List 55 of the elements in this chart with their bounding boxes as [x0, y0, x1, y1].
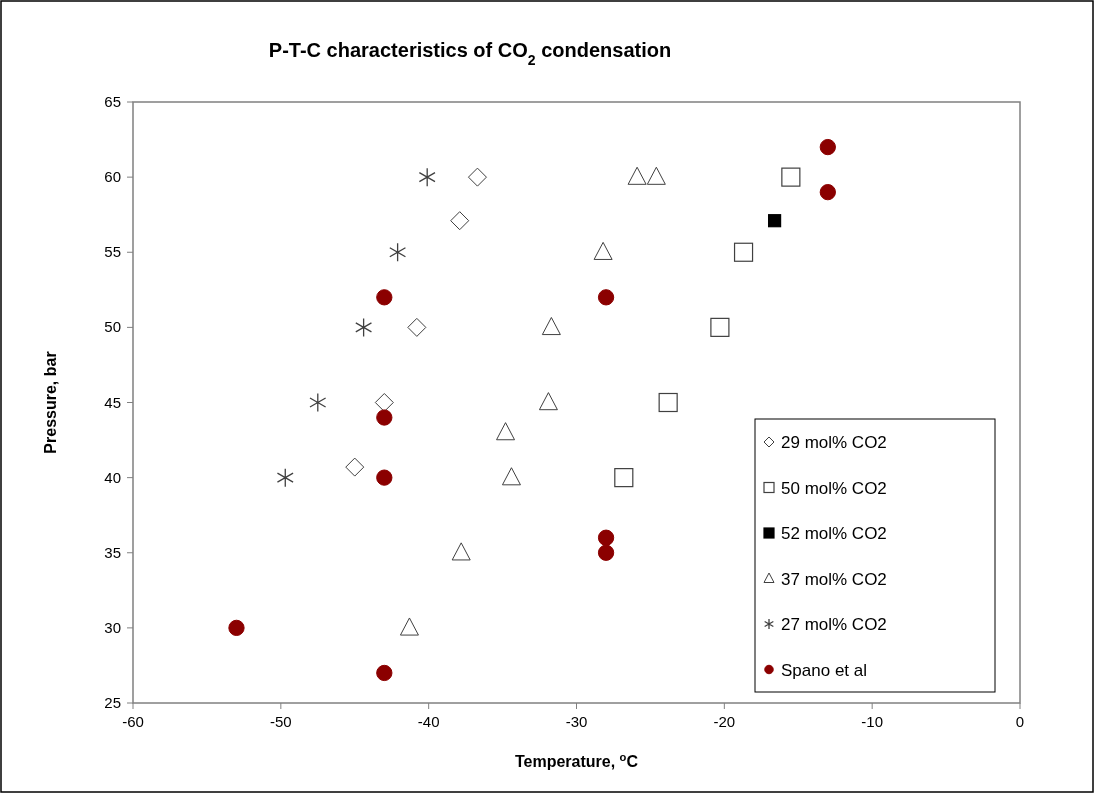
x-axis-title: Temperature, $^{o}$C: [514, 751, 639, 770]
legend-label: 37 mol% CO2: [781, 569, 887, 589]
y-tick-label: 40: [104, 468, 121, 486]
y-tick-label: 60: [104, 168, 121, 186]
point: [819, 184, 836, 201]
point: [376, 409, 393, 426]
point: [376, 289, 393, 306]
legend-label: 50 mol% CO2: [781, 478, 887, 498]
x-tick-label: -40: [417, 713, 440, 730]
y-tick-label: 55: [104, 243, 121, 261]
y-tick-label: 65: [104, 93, 121, 110]
point: [538, 392, 558, 411]
point: [276, 467, 294, 488]
y-tick-label: 45: [104, 393, 121, 411]
point: [710, 317, 730, 337]
point: [399, 617, 419, 636]
point: [819, 138, 836, 156]
point: [768, 214, 782, 228]
point: [501, 467, 521, 486]
point: [646, 166, 666, 185]
x-tick-label: -60: [122, 713, 144, 730]
point: [781, 167, 801, 187]
point: [627, 166, 647, 185]
point: [614, 468, 634, 488]
x-tick-label: -20: [713, 713, 736, 730]
point: [376, 469, 393, 486]
legend-label: 27 mol% CO2: [781, 615, 887, 634]
point: [418, 167, 436, 187]
x-tick-label: 0: [1015, 713, 1025, 730]
x-tick-label: -50: [269, 713, 292, 730]
point: [541, 316, 561, 336]
point: [597, 529, 615, 546]
legend-label: 29 mol% CO2: [781, 433, 887, 452]
legend-label: Spano et al: [781, 660, 868, 680]
point: [597, 544, 615, 561]
y-tick-label: 50: [104, 318, 121, 336]
x-tick-label: -10: [861, 713, 884, 730]
point: [496, 422, 516, 441]
point: [228, 619, 245, 637]
legend-label: 52 mol% CO2: [781, 524, 887, 543]
point: [389, 242, 407, 262]
point: [451, 542, 471, 561]
x-tick-label: -30: [565, 713, 588, 730]
point: [376, 664, 393, 682]
y-tick-label: 25: [104, 694, 121, 711]
point: [597, 289, 615, 306]
point: [355, 317, 373, 338]
chart-title: P-T-C characteristics of CO$_{2}$ condensation: [268, 39, 672, 68]
point: [309, 392, 327, 413]
point: [733, 242, 754, 262]
y-tick-label: 30: [104, 618, 121, 636]
y-tick-label: 35: [104, 543, 121, 561]
point: [593, 241, 613, 260]
y-axis-title: Pressure, bar: [42, 351, 59, 454]
point: [658, 392, 678, 413]
